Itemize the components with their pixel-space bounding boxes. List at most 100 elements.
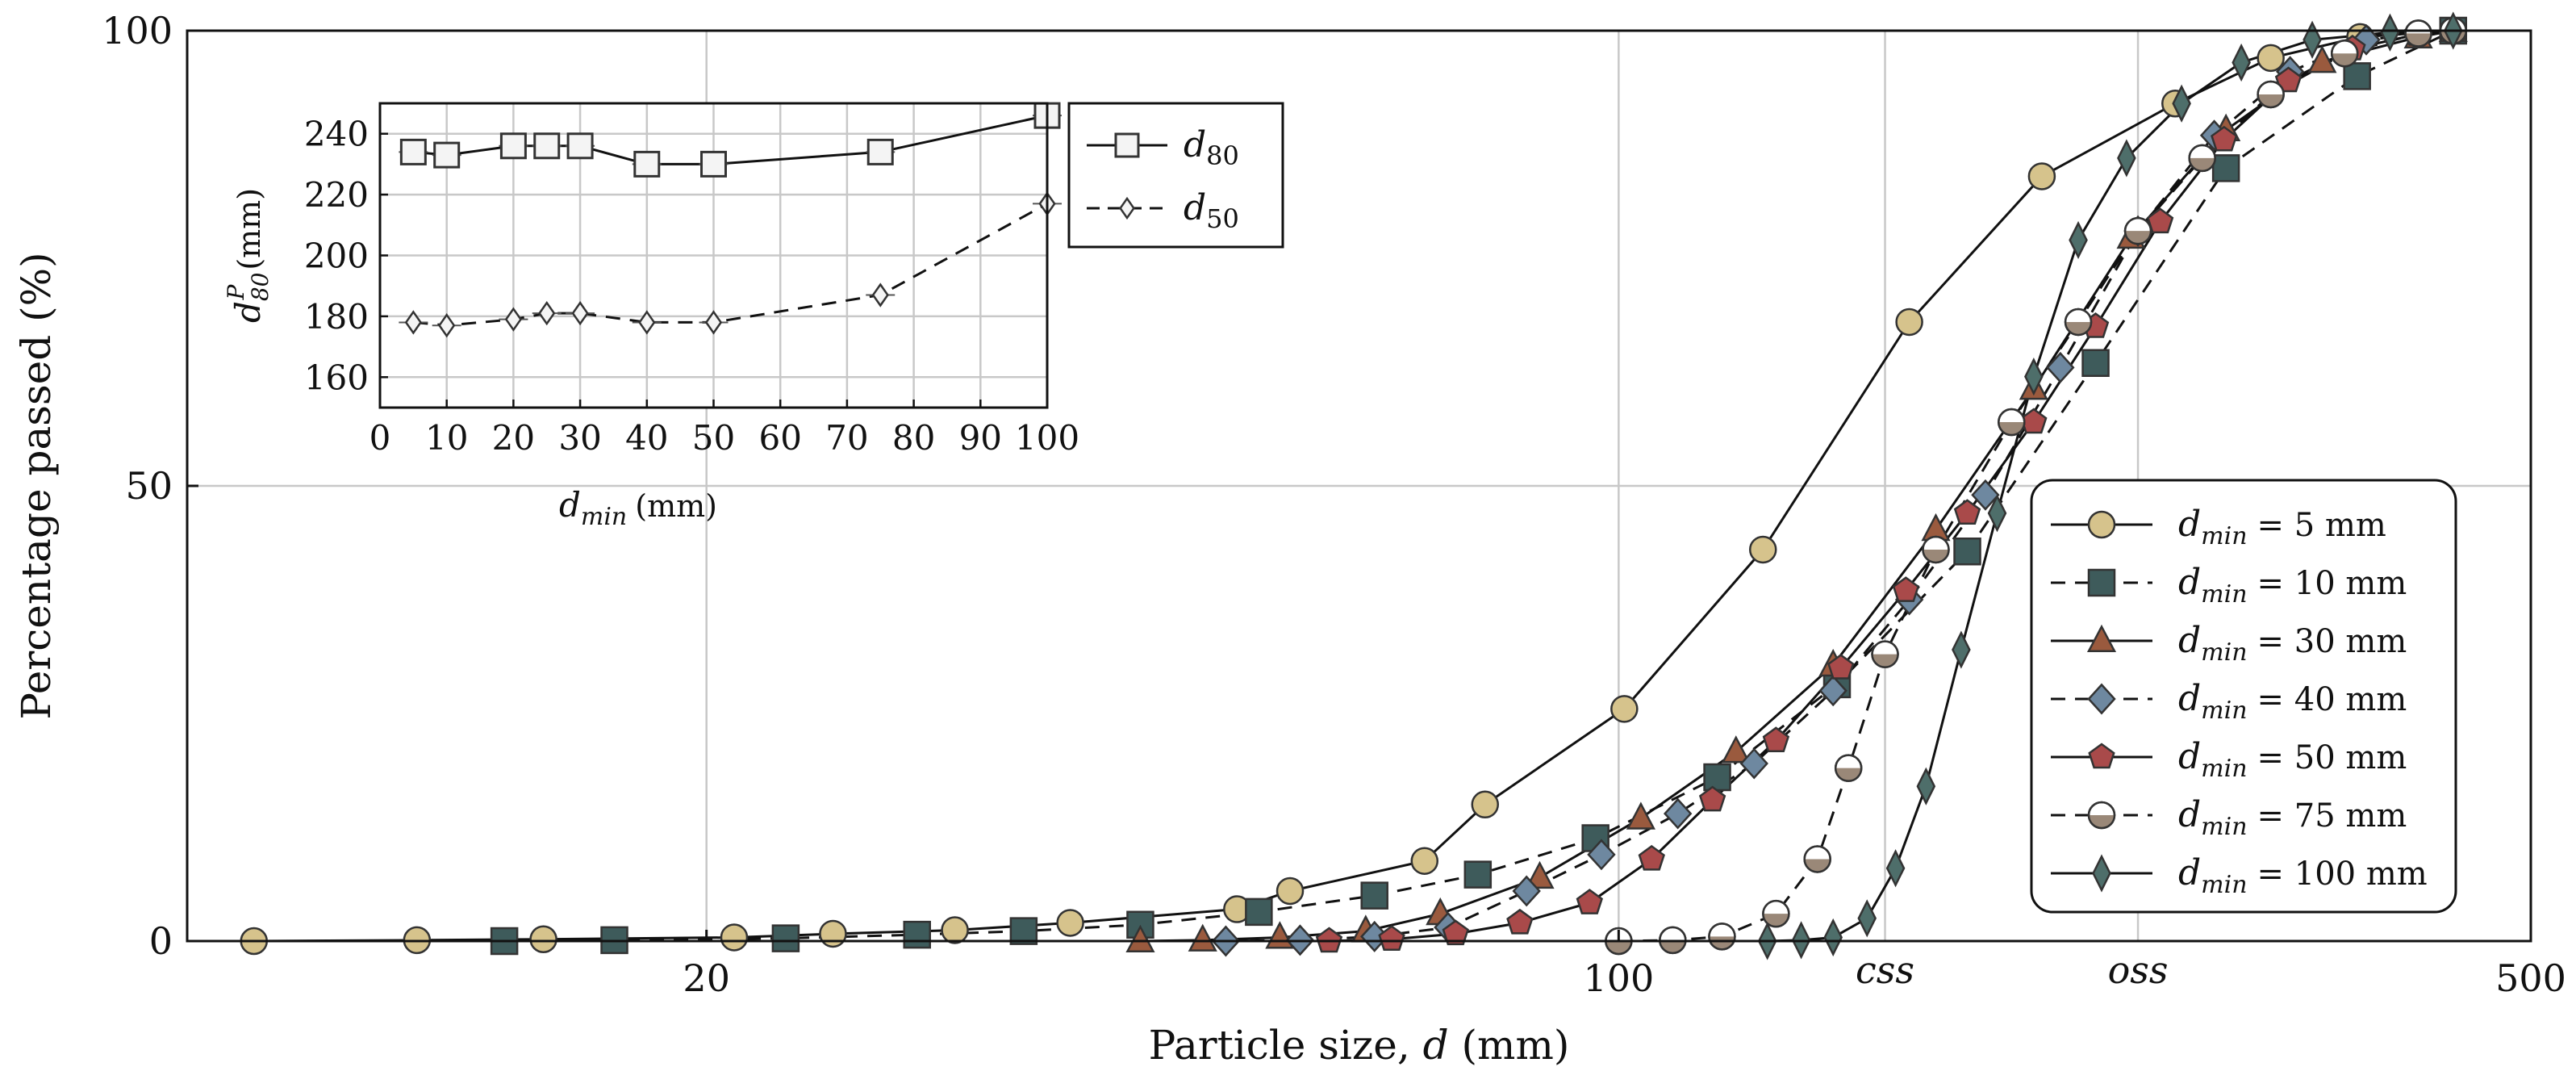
series-0-point-5 <box>941 916 969 944</box>
series-0-point-9-shape <box>1410 847 1438 875</box>
series-6-point-11 <box>2172 84 2191 123</box>
series-5-point-7 <box>1922 535 1950 564</box>
inset-x-tick-label-0: 0 <box>369 418 391 458</box>
series-0-point-14-shape <box>2027 162 2056 190</box>
inset-y-tick-label-4: 240 <box>304 115 369 154</box>
inset-x-tick-label-7: 70 <box>825 418 868 458</box>
series-0-point-6 <box>1056 909 1084 937</box>
series-5-point-9-outline <box>2064 308 2093 337</box>
series-5-point-7-fill <box>1923 549 1949 563</box>
legend-marker-5-fill <box>2089 815 2115 828</box>
legend-marker-2 <box>2086 624 2117 653</box>
series-5-point-0-fill <box>1605 941 1632 954</box>
inset-legend-box <box>1067 102 1284 249</box>
series-4-point-5 <box>1638 844 1665 871</box>
series-4-point-15 <box>2274 66 2303 93</box>
legend-marker-1 <box>2087 568 2116 597</box>
series-3-point-6 <box>1663 797 1693 830</box>
inset-x-tick-label-4: 40 <box>625 418 668 458</box>
inset-series-0-point-7 <box>866 138 894 165</box>
inset-legend-entry-0: d80 <box>1184 124 1239 171</box>
inset-y-tick-label-3: 220 <box>304 175 369 215</box>
series-5-point-14 <box>2404 19 2432 48</box>
series-1-point-8 <box>1463 860 1493 889</box>
series-0-point-11 <box>1610 695 1639 723</box>
series-5-point-6-outline <box>1871 640 1899 668</box>
series-1-point-4 <box>1009 917 1038 945</box>
series-6-point-7 <box>1987 494 2007 533</box>
series-3-point-15 <box>2352 23 2381 56</box>
series-5-point-2-fill <box>1709 936 1735 950</box>
x-tick-label-0: 20 <box>683 956 730 1000</box>
inset-series-1-point-5 <box>638 310 656 335</box>
legend-entry-5: dmin = 75 mm <box>2178 794 2407 841</box>
inset-series-markers-1 <box>399 191 1062 338</box>
series-5-point-7-outline <box>1922 535 1950 564</box>
series-0-point-13 <box>1895 308 1923 337</box>
inset-x-tick-label-5: 50 <box>692 418 735 458</box>
inset-series-1-point-3 <box>538 300 556 326</box>
series-5-point-3 <box>1762 899 1790 928</box>
series-2-point-0 <box>1125 924 1155 953</box>
inset-series-1-point-1 <box>438 313 456 338</box>
inset-y-tick-label-2: 200 <box>304 236 369 276</box>
inset-legend-marker-1 <box>1119 196 1135 220</box>
series-4-point-7 <box>1762 726 1790 753</box>
series-5-point-3-outline <box>1762 899 1790 928</box>
legend-entry-3: dmin = 40 mm <box>2178 678 2407 725</box>
series-0-point-3-shape <box>720 923 749 952</box>
series-markers-4 <box>1315 16 2467 953</box>
inset-legend-marker-0 <box>1114 132 1140 158</box>
x-marker-label-1: oss <box>2108 948 2169 992</box>
inset-x-tick-label-10: 100 <box>1015 418 1079 458</box>
series-6-point-2 <box>1823 918 1843 957</box>
series-1-point-7 <box>1360 881 1388 910</box>
inset-series-1-point-2 <box>504 307 523 332</box>
y-axis-label: Percentage passed (%) <box>13 252 60 719</box>
series-6-point-9 <box>2069 220 2088 260</box>
series-1-point-5 <box>1126 910 1154 939</box>
legend-entry-2: dmin = 30 mm <box>2178 620 2407 667</box>
series-3-point-7 <box>1739 747 1768 780</box>
series-0-point-2-shape <box>529 925 557 953</box>
series-4-point-13 <box>2146 207 2174 234</box>
series-5-point-5-fill <box>1835 768 1862 781</box>
series-5-point-8-fill <box>1998 422 2025 436</box>
legend-marker-0-shape <box>2087 510 2116 539</box>
series-5-point-8-outline <box>1998 408 2026 437</box>
main-legend-box <box>2030 479 2457 914</box>
series-5-point-5 <box>1834 754 1863 782</box>
series-5-point-11 <box>2188 144 2216 173</box>
inset-series-0-point-2 <box>499 132 527 160</box>
series-5-point-8 <box>1998 408 2026 437</box>
series-0-point-12 <box>1748 535 1777 564</box>
inset-series-0-point-5 <box>633 150 661 178</box>
inset-x-tick-label-8: 80 <box>892 418 935 458</box>
inset-series-1-point-0 <box>404 310 422 335</box>
series-0-point-10 <box>1471 790 1500 819</box>
legend-marker-5 <box>2087 801 2116 830</box>
inset-y-tick-label-0: 160 <box>304 358 369 397</box>
series-6-point-4 <box>1885 849 1906 888</box>
series-0-point-4 <box>819 919 847 948</box>
inset-series-1-point-4 <box>571 300 589 326</box>
series-2-point-1 <box>1188 923 1217 952</box>
series-line-5 <box>1618 29 2453 943</box>
series-5-point-2-outline <box>1708 923 1736 951</box>
series-0-point-5-shape <box>941 916 969 944</box>
series-3-point-5 <box>1587 839 1616 871</box>
series-3-point-10 <box>1971 479 2000 511</box>
legend-marker-6 <box>2092 854 2111 893</box>
series-4-point-14 <box>2211 125 2238 152</box>
series-0-point-13-shape <box>1895 308 1923 337</box>
series-4-point-8 <box>1827 654 1855 680</box>
legend-marker-5-outline <box>2087 801 2116 830</box>
series-5-point-13-outline <box>2330 39 2359 68</box>
inset-x-tick-label-9: 90 <box>959 418 1002 458</box>
inset-series-markers-0 <box>399 102 1062 178</box>
inset-series-1-point-7 <box>871 282 889 308</box>
series-5-point-4-fill <box>1804 859 1831 872</box>
series-5-point-9 <box>2064 308 2093 337</box>
y-tick-label-1: 50 <box>125 464 173 508</box>
